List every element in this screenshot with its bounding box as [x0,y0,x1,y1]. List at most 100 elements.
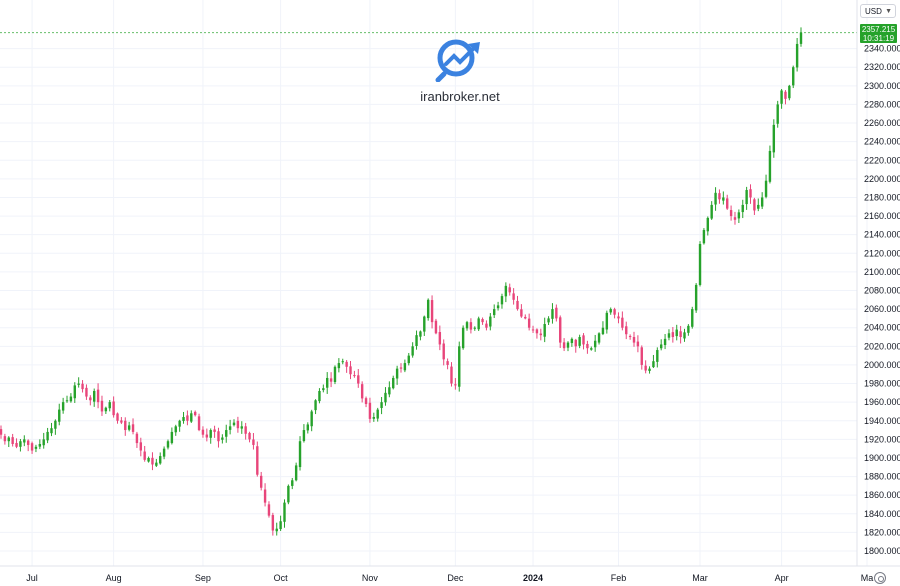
candle [543,317,546,343]
candle [162,446,166,460]
last-price-value: 2357.215 [861,25,896,34]
candle [508,283,511,296]
candle [135,431,139,448]
candle [213,425,216,438]
candle [434,318,438,335]
gear-icon[interactable] [874,572,886,584]
candle [353,370,356,378]
candle [306,422,309,434]
y-tick-label: 2160.000 [864,211,900,221]
candle [127,421,131,432]
y-tick-label: 1980.000 [864,379,900,389]
candle [275,522,278,536]
candle [170,427,174,445]
candle [559,315,562,348]
candle [438,325,442,351]
y-tick-label: 2080.000 [864,286,900,296]
candle [50,422,53,437]
candle [768,145,772,184]
y-tick-label: 2260.000 [864,118,900,128]
candle [733,211,737,225]
candle [679,325,682,344]
candle [760,192,764,210]
candle [384,387,387,406]
currency-dropdown[interactable]: USD ▼ [860,4,896,18]
candle [104,406,108,414]
candle [155,458,158,468]
candle [590,346,593,351]
candle [485,320,488,331]
y-tick-label: 2040.000 [864,323,900,333]
candle [539,328,543,341]
candle [15,438,18,449]
candle [411,342,414,358]
candle [582,333,585,350]
candle [628,334,632,340]
candle [621,311,624,331]
candle [349,361,352,380]
candle [69,393,73,403]
candle [799,27,803,47]
candle [531,325,535,333]
x-tick-label: Oct [274,573,289,583]
y-tick-label: 1900.000 [864,453,900,463]
candle [244,422,247,440]
candle [73,382,76,403]
candle [566,341,570,352]
candle [687,324,690,336]
candle [656,347,659,368]
candle [764,174,768,199]
x-tick-label: Sep [195,573,211,583]
y-tick-label: 1960.000 [864,397,900,407]
candle [256,441,259,477]
candle [318,388,321,404]
candle [96,383,100,409]
candle [714,187,717,211]
candle [89,395,92,406]
candle [77,377,80,388]
candle [124,417,127,436]
candle [430,295,434,329]
candle [326,372,329,394]
candle [271,512,275,536]
candle [450,362,453,387]
candle [617,312,620,324]
candle [291,477,294,490]
candle [217,427,220,448]
y-tick-label: 1940.000 [864,416,900,426]
candle [7,436,10,448]
candle [469,318,473,334]
candle [788,84,791,101]
candle [232,419,236,427]
candle [458,341,461,392]
candle [345,360,348,373]
countdown-timer: 10:31:19 [862,34,895,43]
y-tick-label: 2020.000 [864,341,900,351]
y-tick-label: 2300.000 [864,81,900,91]
candle [294,462,298,482]
candle [613,307,616,319]
candle [675,324,678,341]
candle [663,334,667,350]
candle [166,439,170,450]
candle [718,189,721,204]
x-tick-label: Nov [362,573,379,583]
candle [520,304,523,318]
candle [368,397,372,423]
y-tick-label: 2340.000 [864,44,900,54]
candle [795,37,799,72]
price-axis[interactable]: 1800.000 1820.000 1840.000 1860.000 1880.000… [864,44,900,556]
candle [186,410,189,426]
candle [11,433,14,447]
candle [609,307,612,315]
y-tick-label: 2320.000 [864,62,900,72]
candle [174,424,177,436]
candle [329,372,333,388]
candle [205,428,209,442]
candle [586,340,589,354]
time-axis[interactable]: Jul Aug Sep Oct Nov Dec 2024 Feb Mar Apr Ma [26,573,873,583]
candle [489,313,492,331]
candle [749,184,752,204]
candle [500,293,504,309]
